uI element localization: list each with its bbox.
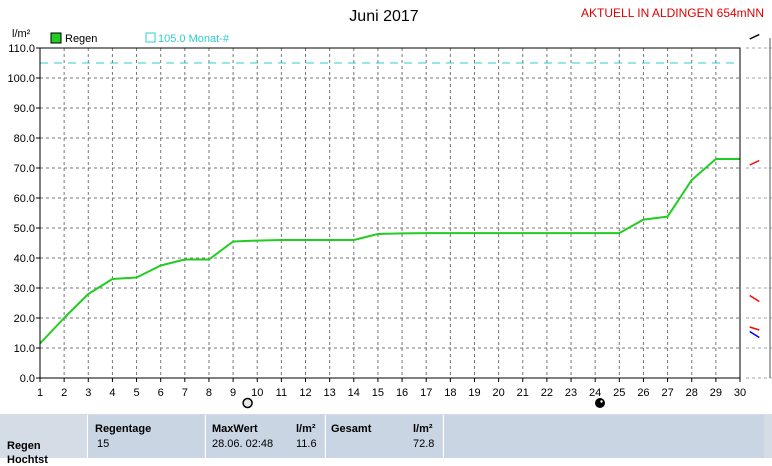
x-tick-label: 2 [61, 387, 67, 399]
station-label: AKTUELL IN ALDINGEN 654mNN [581, 6, 764, 20]
regentage-label: Regentage [95, 423, 152, 435]
gesamt-label: Gesamt [331, 423, 372, 435]
y-tick-label: 10.0 [14, 343, 35, 355]
x-tick-label: 7 [182, 387, 188, 399]
edge-trace [749, 326, 760, 331]
edge-trace [749, 33, 760, 40]
y-tick-label: 50.0 [14, 223, 35, 235]
x-tick-label: 19 [468, 387, 480, 399]
full-moon-icon [242, 397, 253, 409]
chart-title: Juni 2017 [349, 8, 418, 25]
stats-empty-cell [443, 415, 764, 458]
x-tick-label: 29 [710, 387, 722, 399]
maxwert-unit: l/m² [296, 423, 316, 435]
x-tick-label: 6 [158, 387, 164, 399]
x-tick-labels: 1 2 3 4 5 6 7 8 9 10 11 12 13 14 15 16 17 18 19 20 21 22 23 24 2… [37, 378, 746, 399]
x-tick-label: 11 [276, 387, 287, 399]
y-tick-label: 70.0 [14, 163, 35, 175]
x-tick-label: 12 [299, 387, 311, 399]
y-tick-labels: 0.0 10.0 20.0 30.0 40.0 50.0 60.0 70.0 80.0 90.0 1… [7, 43, 40, 385]
x-tick-label: 3 [85, 387, 91, 399]
stats-regentage-cell [87, 415, 204, 458]
y-tick-label: 100.0 [7, 73, 35, 85]
legend-series-swatch [50, 32, 62, 44]
legend-reference-swatch [145, 32, 156, 43]
x-tick-label: 14 [348, 387, 360, 399]
y-tick-label: 110.0 [8, 43, 35, 55]
rainfall-chart: 0.0 10.0 20.0 30.0 40.0 50.0 60.0 70.0 80.0 90.0 1… [7, 6, 772, 409]
x-tick-label: 10 [251, 387, 263, 399]
stats-row-label-2: Hochtst [7, 454, 48, 466]
x-tick-label: 26 [637, 387, 649, 399]
x-tick-label: 27 [661, 387, 673, 399]
statistics-panel: Regen Hochtst Regentage 15 MaxWert l/m² … [0, 414, 772, 466]
x-tick-label: 15 [372, 387, 384, 399]
right-edge-traces [746, 33, 772, 379]
x-tick-label: 4 [109, 387, 115, 399]
moon-phase-markers [242, 397, 605, 409]
x-tick-label: 23 [565, 387, 577, 399]
legend-series-label: Regen [65, 33, 97, 45]
x-tick-label: 24 [589, 387, 601, 399]
x-tick-label: 20 [492, 387, 504, 399]
y-tick-label: 30.0 [14, 283, 35, 295]
stats-gesamt-cell [325, 415, 442, 458]
regentage-value: 15 [97, 438, 110, 450]
gesamt-value: 72.8 [413, 438, 435, 450]
y-tick-label: 0.0 [20, 373, 35, 385]
series-group [39, 158, 740, 345]
stats-maxwert-cell [205, 415, 324, 458]
x-tick-label: 1 [37, 387, 43, 399]
x-tick-label: 18 [444, 387, 456, 399]
x-tick-label: 17 [420, 387, 432, 399]
edge-trace [749, 330, 760, 339]
gesamt-unit: l/m² [413, 423, 433, 435]
x-tick-label: 16 [396, 387, 408, 399]
y-tick-label: 40.0 [14, 253, 35, 265]
x-tick-label: 13 [324, 387, 336, 399]
edge-trace [749, 294, 760, 303]
grid-lines [40, 48, 740, 378]
y-tick-label: 80.0 [14, 133, 35, 145]
maxwert-label: MaxWert [212, 423, 258, 435]
stats-row-label: Regen [7, 440, 41, 452]
x-tick-label: 5 [133, 387, 139, 399]
y-axis-unit: l/m² [12, 28, 31, 40]
y-tick-label: 20.0 [14, 313, 35, 325]
y-tick-label: 90.0 [14, 103, 35, 115]
series-line-regen [39, 158, 740, 345]
x-tick-label: 30 [734, 387, 746, 399]
legend-reference-label: 105.0 Monat-# [158, 33, 230, 45]
x-tick-label: 9 [230, 387, 236, 399]
edge-trace [749, 159, 760, 166]
maxwert-value: 11.6 [296, 438, 317, 450]
y-tick-label: 60.0 [14, 193, 35, 205]
x-tick-label: 25 [613, 387, 625, 399]
new-moon-highlight [600, 400, 603, 403]
plot-background [40, 48, 740, 378]
plot-frame [39, 47, 741, 379]
x-tick-label: 22 [541, 387, 553, 399]
x-tick-label: 28 [686, 387, 698, 399]
x-tick-label: 8 [206, 387, 212, 399]
maxwert-time: 28.06. 02:48 [212, 438, 274, 450]
x-tick-label: 21 [517, 387, 529, 399]
new-moon-icon [595, 398, 605, 408]
